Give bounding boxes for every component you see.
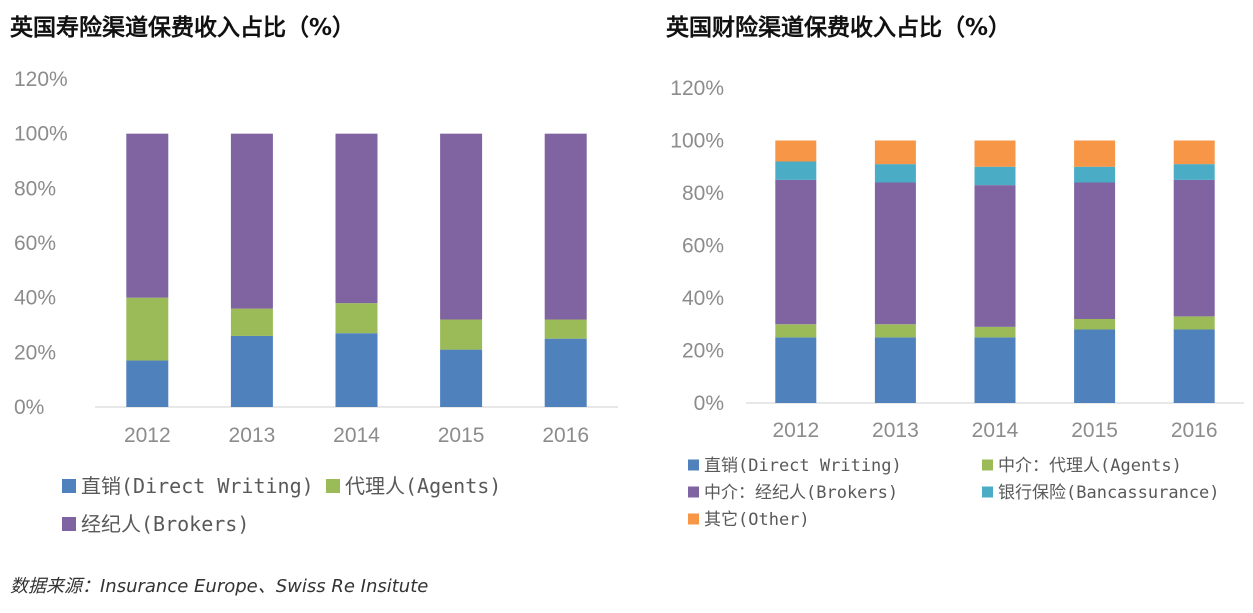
bar-segment [874,337,916,403]
x-tick-label: 2013 [229,424,276,447]
legend-swatch [688,486,699,498]
source-note: 数据来源：Insurance Europe、Swiss Re Insitute [10,576,429,597]
legend-item: 其它(Other) [688,510,810,530]
y-tick-label: 60% [14,232,56,255]
y-tick-label: 20% [14,341,56,364]
bar-segment [335,303,378,334]
y-tick-label: 80% [682,182,724,205]
bar-segment [874,182,916,325]
legend-item: 银行保险(Bancassurance) [982,483,1220,503]
bar-segment [126,133,169,298]
bar-segment [335,333,378,407]
bar-segment [1074,166,1116,183]
legend-swatch [688,459,699,471]
bar-segment [544,319,587,339]
legend-label: 经纪人(Brokers) [81,512,249,536]
bar-segment [775,140,817,162]
bar-segment [1074,329,1116,403]
y-tick-label: 40% [14,287,56,310]
y-tick-label: 40% [682,287,724,310]
chart-title-property: 英国财险渠道保费收入占比（%） [666,15,1012,41]
legend-swatch [982,459,993,471]
x-tick-label: 2014 [972,419,1019,442]
legend-swatch [326,479,340,493]
x-tick-label: 2013 [872,419,919,442]
legend-swatch [982,486,993,498]
legend-swatch [62,517,76,531]
bar-segment [230,335,273,407]
bar-segment [1173,329,1215,403]
legend-label: 代理人(Agents) [345,474,501,498]
legend-swatch [688,513,699,525]
chart-property-insurance: 0% 20% 40% 60% 80% 100% 120% 2012 2013 2014 2015 20… [670,77,1244,530]
x-tick-label: 2014 [333,424,380,447]
legend-swatch [62,479,76,493]
bar-segment [974,337,1016,403]
bar-segment [974,326,1016,338]
legend-item: 代理人(Agents) [326,474,501,498]
y-tick-label: 120% [670,77,724,100]
legend-label: 银行保险(Bancassurance) [998,483,1220,503]
bar-segment [775,337,817,403]
chart-title-life: 英国寿险渠道保费收入占比（%） [10,15,356,41]
bar-segment [335,133,378,304]
y-tick-label: 80% [14,177,56,200]
bar-segment [126,297,169,361]
x-tick-label: 2012 [772,419,819,442]
bar-segment [775,324,817,338]
legend-item: 中介：经纪人(Brokers) [688,483,898,503]
y-tick-label: 100% [670,130,724,153]
x-tick-label: 2015 [1071,419,1118,442]
legend-label: 直销(Direct Writing) [704,456,902,476]
bar-segment [1173,316,1215,330]
chart-life-insurance: 0% 20% 40% 60% 80% 100% 120% 2012 2013 2014 2015 20… [14,68,618,536]
y-tick-label: 20% [682,340,724,363]
legend-item: 中介：代理人(Agents) [982,456,1182,476]
bar-segment [874,164,916,183]
y-tick-label: 120% [14,68,68,91]
x-tick-label: 2016 [1171,419,1218,442]
bar-segment [230,308,273,336]
bar-segment [974,166,1016,186]
bar-segment [1173,140,1215,165]
bar-segment [874,140,916,165]
legend-label: 直销(Direct Writing) [81,474,314,498]
bar-segment [974,185,1016,327]
bar-segment [1173,164,1215,180]
bar-segment [1074,182,1116,319]
bar-segment [230,133,273,309]
y-tick-label: 0% [694,392,724,415]
legend-label: 中介：代理人(Agents) [998,456,1182,476]
legend-label: 其它(Other) [704,510,810,530]
x-tick-label: 2016 [542,424,589,447]
x-tick-label: 2015 [438,424,485,447]
x-tick-label: 2012 [124,424,171,447]
bar-segment [440,349,483,407]
bar-segment [874,324,916,338]
bar-segment [1173,179,1215,317]
bar-segment [544,133,587,320]
bar-segment [440,133,483,320]
legend-item: 直销(Direct Writing) [688,456,902,476]
bar-segment [1074,319,1116,330]
bar-segment [440,319,483,350]
y-tick-label: 100% [14,123,68,146]
bar-segment [126,360,169,407]
bar-segment [544,338,587,407]
y-tick-label: 0% [14,396,44,419]
legend-item: 直销(Direct Writing) [62,474,314,498]
bar-segment [1074,140,1116,167]
legend-label: 中介：经纪人(Brokers) [704,483,898,503]
y-tick-label: 60% [682,235,724,258]
legend-item: 经纪人(Brokers) [62,512,249,536]
bar-segment [775,161,817,180]
bar-segment [775,179,817,325]
bar-segment [974,140,1016,167]
